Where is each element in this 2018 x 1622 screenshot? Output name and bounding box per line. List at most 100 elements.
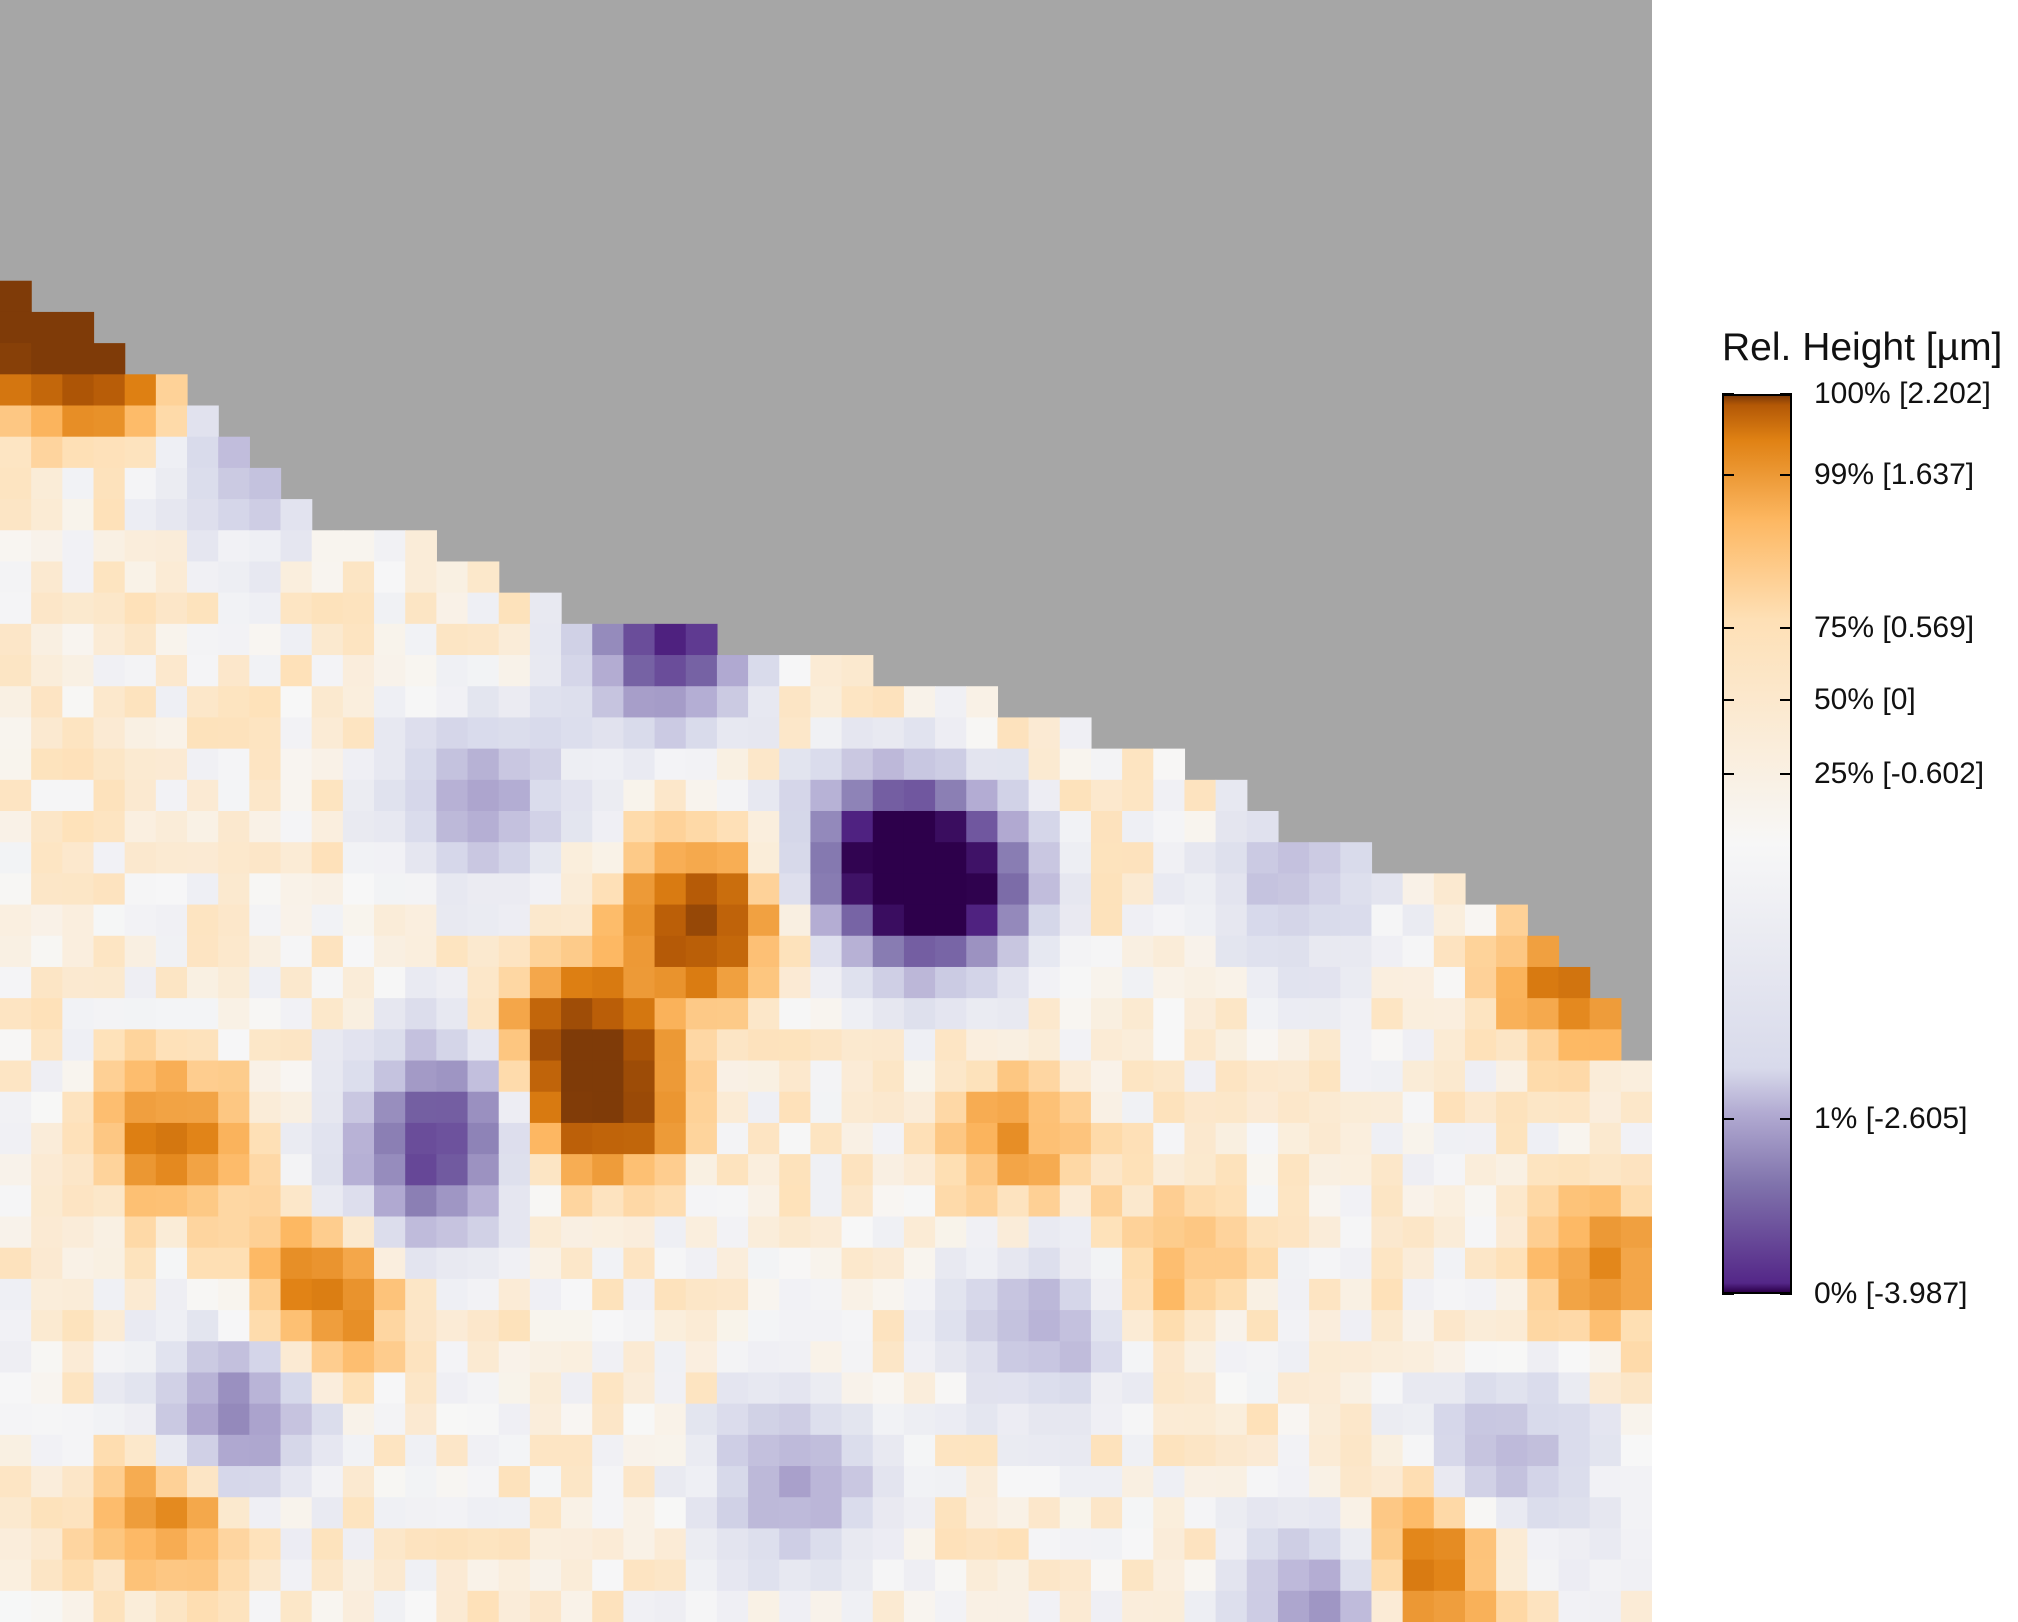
heatmap-cell xyxy=(93,623,126,656)
heatmap-grid xyxy=(0,280,1652,1622)
heatmap-cell xyxy=(155,1310,188,1342)
heatmap-cell xyxy=(93,561,126,594)
heatmap-cell xyxy=(249,1029,282,1062)
heatmap-cell xyxy=(935,1559,967,1592)
heatmap-cell xyxy=(654,1559,687,1592)
heatmap-cell xyxy=(62,467,95,500)
heatmap-cell xyxy=(1122,1434,1154,1467)
heatmap-cell xyxy=(1433,1029,1466,1062)
heatmap-cell xyxy=(872,1122,905,1155)
heatmap-cell xyxy=(31,811,63,843)
heatmap-cell xyxy=(249,1247,282,1280)
heatmap-cell xyxy=(0,405,32,438)
heatmap-cell xyxy=(155,1029,188,1062)
heatmap-cell xyxy=(1122,779,1154,812)
heatmap-cell xyxy=(1558,1154,1591,1186)
heatmap-cell xyxy=(561,1091,593,1124)
heatmap-cell xyxy=(1496,1403,1528,1436)
heatmap-cell xyxy=(1464,1122,1497,1155)
heatmap-cell xyxy=(716,1122,749,1155)
heatmap-cell xyxy=(841,1466,874,1498)
heatmap-cell xyxy=(997,1310,1030,1342)
heatmap-cell xyxy=(779,1247,812,1280)
heatmap-cell xyxy=(498,873,531,906)
heatmap-cell xyxy=(1215,1216,1248,1249)
heatmap-cell xyxy=(1371,904,1404,937)
heatmap-cell xyxy=(31,1590,63,1622)
heatmap-cell xyxy=(31,1247,63,1280)
heatmap-cell xyxy=(31,530,63,563)
heatmap-cell xyxy=(716,655,749,687)
heatmap-cell xyxy=(623,1216,656,1249)
heatmap-cell xyxy=(93,873,126,906)
heatmap-cell xyxy=(716,1341,749,1374)
heatmap-cell xyxy=(997,904,1030,937)
heatmap-cell xyxy=(966,1590,999,1622)
heatmap-cell xyxy=(1371,1278,1404,1311)
heatmap-cell xyxy=(1153,1466,1186,1498)
heatmap-cell xyxy=(187,1278,219,1311)
heatmap-cell xyxy=(623,623,656,656)
heatmap-cell xyxy=(405,1278,437,1311)
heatmap-cell xyxy=(1184,873,1217,906)
heatmap-cell xyxy=(93,1278,126,1311)
heatmap-cell xyxy=(187,1060,219,1093)
heatmap-cell xyxy=(935,966,967,999)
heatmap-cell xyxy=(1184,1216,1217,1249)
heatmap-cell xyxy=(280,1185,313,1218)
heatmap-cell xyxy=(1246,842,1279,874)
heatmap-cell xyxy=(1309,1434,1341,1467)
heatmap-cell xyxy=(62,904,95,937)
heatmap-cell xyxy=(1215,842,1248,874)
heatmap-cell xyxy=(1277,842,1310,874)
heatmap-cell xyxy=(841,748,874,781)
heatmap-cell xyxy=(124,1528,157,1561)
heatmap-cell xyxy=(1620,1466,1652,1498)
heatmap-cell xyxy=(654,1434,687,1467)
heatmap-cell xyxy=(1402,1559,1435,1592)
heatmap-cell xyxy=(529,1247,562,1280)
heatmap-cell xyxy=(249,623,282,656)
heatmap-cell xyxy=(1028,811,1061,843)
heatmap-cell xyxy=(903,1341,936,1374)
heatmap-cell xyxy=(218,499,250,531)
heatmap-cell xyxy=(498,1122,531,1155)
heatmap-cell xyxy=(218,1091,250,1124)
heatmap-cell xyxy=(1433,1403,1466,1436)
heatmap-cell xyxy=(1589,998,1622,1030)
heatmap-cell xyxy=(1090,1029,1123,1062)
heatmap-cell xyxy=(1184,1590,1217,1622)
heatmap-cell xyxy=(1122,1029,1154,1062)
heatmap-cell xyxy=(1620,1247,1652,1280)
heatmap-cell xyxy=(685,655,718,687)
heatmap-cell xyxy=(935,1060,967,1093)
heatmap-cell xyxy=(187,748,219,781)
heatmap-cell xyxy=(405,1091,437,1124)
heatmap-cell xyxy=(1558,1278,1591,1311)
heatmap-cell xyxy=(1464,1091,1497,1124)
heatmap-cell xyxy=(841,873,874,906)
heatmap-cell xyxy=(1464,1341,1497,1374)
heatmap-cell xyxy=(685,1341,718,1374)
heatmap-cell xyxy=(1309,1466,1341,1498)
heatmap-cell xyxy=(374,1310,406,1342)
heatmap-cell xyxy=(561,1154,593,1186)
heatmap-cell xyxy=(374,1122,406,1155)
heatmap-cell xyxy=(810,1497,843,1530)
heatmap-cell xyxy=(187,655,219,687)
heatmap-cell xyxy=(779,1185,812,1218)
heatmap-cell xyxy=(311,1029,344,1062)
heatmap-cell xyxy=(1558,998,1591,1030)
heatmap-cell xyxy=(342,779,375,812)
heatmap-cell xyxy=(187,1154,219,1186)
heatmap-cell xyxy=(1527,1278,1560,1311)
heatmap-cell xyxy=(966,1247,999,1280)
heatmap-cell xyxy=(997,717,1030,750)
heatmap-cell xyxy=(467,779,500,812)
heatmap-cell xyxy=(124,1185,157,1218)
heatmap-cell xyxy=(716,1590,749,1622)
heatmap-cell xyxy=(1558,1060,1591,1093)
heatmap-cell xyxy=(62,530,95,563)
heatmap-cell xyxy=(903,1310,936,1342)
heatmap-cell xyxy=(779,1060,812,1093)
